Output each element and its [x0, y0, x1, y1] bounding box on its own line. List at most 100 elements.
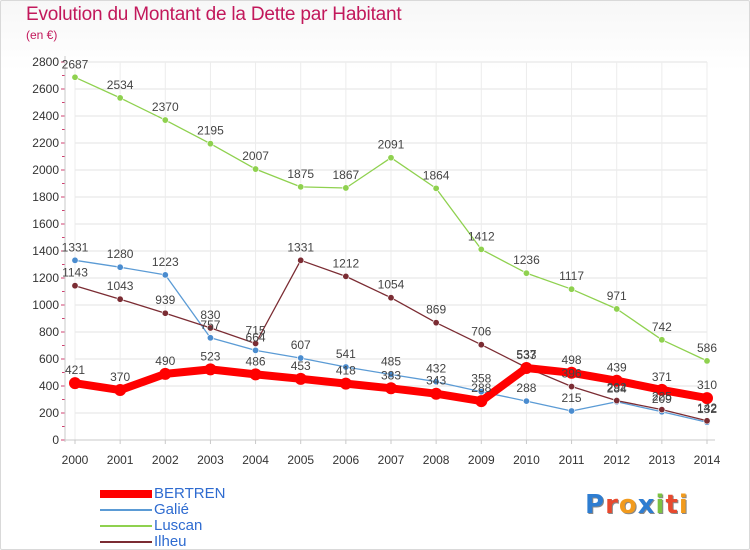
- x-tick-label: 2001: [107, 453, 134, 467]
- data-label-luscan: 2687: [62, 57, 89, 71]
- data-label-bertren: 370: [110, 370, 130, 384]
- data-point-gali-: [522, 397, 530, 405]
- data-label-bertren: 533: [516, 348, 536, 362]
- data-label-gali-: 284: [607, 382, 627, 396]
- logo-letter: P: [585, 490, 606, 520]
- y-tick-label: 2600: [32, 82, 59, 96]
- axes: 0 200 400 600 800 1000 1200 1400 1600 1800 2000 220…: [32, 55, 720, 467]
- y-tick-label: 200: [39, 406, 59, 420]
- legend-label: Luscan: [154, 517, 203, 534]
- x-tick-label: 2012: [603, 453, 630, 467]
- x-tick-label: 2009: [468, 453, 495, 467]
- data-point-luscan: [71, 73, 79, 81]
- logo-letter: i: [678, 490, 689, 520]
- x-tick-label: 2007: [378, 453, 405, 467]
- data-label-luscan: 2007: [242, 149, 269, 163]
- data-point-ilheu: [658, 406, 666, 414]
- y-tick-label: 400: [39, 379, 59, 393]
- data-point-ilheu: [703, 417, 711, 425]
- data-label-luscan: 1864: [423, 168, 450, 182]
- data-point-ilheu: [116, 295, 124, 303]
- data-label-gali-: 432: [426, 362, 446, 376]
- data-label-luscan: 2534: [107, 78, 134, 92]
- legend-item: Ilheu: [100, 534, 225, 550]
- data-label-bertren: 418: [336, 364, 356, 378]
- legend-swatch: [100, 490, 152, 498]
- data-label-luscan: 1236: [513, 253, 540, 267]
- y-tick-label: 1000: [32, 298, 59, 312]
- y-tick-label: 2200: [32, 136, 59, 150]
- x-tick-label: 2008: [423, 453, 450, 467]
- logo-letter: i: [655, 490, 666, 520]
- data-point-bertren: [610, 374, 623, 387]
- data-label-ilheu: 715: [246, 323, 266, 337]
- legend-label: Galié: [154, 501, 190, 518]
- data-point-bertren: [565, 366, 578, 379]
- data-point-ilheu: [206, 324, 214, 332]
- data-point-ilheu: [432, 319, 440, 327]
- x-tick-label: 2004: [242, 453, 269, 467]
- data-point-ilheu: [342, 272, 350, 280]
- series: [69, 73, 713, 426]
- data-point-bertren: [114, 384, 127, 397]
- unit-label: (en €): [26, 28, 58, 42]
- data-label-ilheu: 1143: [62, 266, 88, 280]
- data-label-ilheu: 1331: [287, 240, 314, 254]
- data-label-gali-: 132: [697, 402, 717, 416]
- data-label-ilheu: 292: [607, 381, 627, 395]
- data-label-gali-: 541: [336, 347, 356, 361]
- data-label-gali-: 1280: [107, 247, 134, 261]
- data-point-bertren: [339, 377, 352, 390]
- data-label-luscan: 586: [697, 341, 717, 355]
- data-label-ilheu: 225: [652, 390, 672, 404]
- data-point-gali-: [387, 371, 395, 379]
- data-label-bertren: 490: [155, 354, 175, 368]
- logo-letter: t: [665, 490, 679, 520]
- data-point-ilheu: [252, 339, 260, 347]
- data-label-luscan: 1117: [559, 269, 584, 283]
- data-point-luscan: [703, 357, 711, 365]
- data-point-luscan: [613, 305, 621, 313]
- data-label-luscan: 1412: [468, 229, 495, 243]
- data-point-bertren: [430, 387, 443, 400]
- proxiti-logo: Proxiti: [585, 490, 689, 520]
- data-label-gali-: 607: [291, 338, 311, 352]
- y-tick-label: 1600: [32, 217, 59, 231]
- legend: BERTREN Galié Luscan Ilheu: [100, 486, 225, 550]
- data-point-luscan: [342, 184, 350, 192]
- data-label-bertren: 383: [381, 368, 401, 382]
- data-point-bertren: [294, 372, 307, 385]
- data-label-ilheu: 1054: [378, 278, 405, 292]
- data-point-luscan: [522, 269, 530, 277]
- data-point-ilheu: [477, 341, 485, 349]
- y-tick-label: 2400: [32, 109, 59, 123]
- data-point-luscan: [387, 154, 395, 162]
- data-point-luscan: [206, 140, 214, 148]
- logo-letter: o: [618, 490, 638, 520]
- data-label-ilheu: 1043: [107, 279, 134, 293]
- data-point-gali-: [252, 346, 260, 354]
- data-point-luscan: [161, 116, 169, 124]
- x-tick-label: 2013: [649, 453, 676, 467]
- legend-item: Galié: [100, 502, 225, 518]
- y-tick-label: 2800: [32, 55, 59, 69]
- legend-item: BERTREN: [100, 486, 225, 502]
- y-tick-label: 1400: [32, 244, 59, 258]
- data-label-bertren: 288: [471, 381, 491, 395]
- y-tick-label: 1200: [32, 271, 59, 285]
- legend-swatch: [100, 541, 152, 543]
- data-label-ilheu: 939: [155, 293, 175, 307]
- data-point-luscan: [568, 285, 576, 293]
- data-label-gali-: 1223: [152, 255, 179, 269]
- data-point-gali-: [71, 256, 79, 264]
- data-label-gali-: 215: [562, 391, 582, 405]
- x-tick-label: 2006: [333, 453, 360, 467]
- data-label-bertren: 498: [562, 353, 582, 367]
- x-tick-label: 2014: [694, 453, 721, 467]
- data-label-gali-: 209: [652, 392, 672, 406]
- data-point-ilheu: [161, 309, 169, 317]
- data-label-ilheu: 1212: [333, 256, 360, 270]
- data-label-gali-: 288: [516, 381, 536, 395]
